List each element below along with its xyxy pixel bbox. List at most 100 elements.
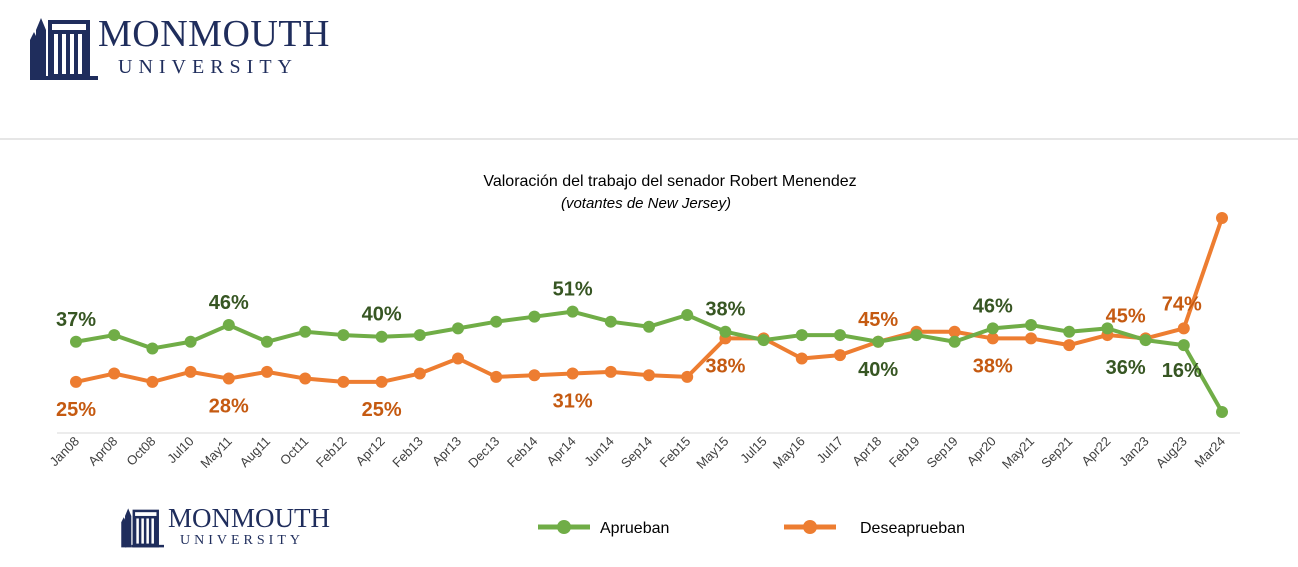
x-tick-label: Jun14 — [581, 434, 617, 470]
data-point-aprueban — [146, 342, 159, 355]
university-building-icon — [28, 10, 98, 82]
data-point-deseaprueban — [452, 352, 464, 365]
data-point-deseaprueban — [948, 325, 961, 338]
data-point-deseaprueban — [146, 375, 159, 388]
x-tick-label: May15 — [693, 434, 731, 472]
legend: Aprueban Deseaprueban — [538, 520, 965, 537]
x-tick-label: Feb15 — [657, 434, 694, 471]
data-point-deseaprueban — [299, 372, 312, 385]
data-point-aprueban — [604, 315, 617, 328]
x-tick-label: Aug23 — [1153, 434, 1190, 471]
legend-item-deseaprueban: Deseaprueban — [784, 520, 965, 537]
data-point-deseaprueban — [681, 370, 694, 383]
data-point-deseaprueban — [834, 349, 846, 362]
data-label-deseaprueban: 25% — [56, 399, 96, 421]
data-point-aprueban — [986, 322, 999, 335]
data-label-deseaprueban: 45% — [1106, 305, 1146, 327]
data-label-deseaprueban: 38% — [705, 355, 745, 377]
x-tick-label: Apr22 — [1078, 434, 1113, 469]
x-tick-label: Feb13 — [389, 434, 426, 471]
x-tick-label: Jan23 — [1116, 434, 1152, 470]
data-point-deseaprueban — [413, 367, 426, 380]
monmouth-logo-top: MONMOUTH UNIVERSITY — [28, 10, 330, 82]
x-tick-label: Oct08 — [123, 434, 158, 469]
data-point-deseaprueban — [528, 369, 541, 382]
legend-item-aprueban: Aprueban — [538, 520, 669, 537]
logo-name: MONMOUTH — [98, 12, 330, 55]
data-label-aprueban: 46% — [973, 295, 1013, 317]
data-point-aprueban — [643, 320, 655, 333]
university-building-icon — [121, 508, 164, 548]
data-label-aprueban: 51% — [553, 279, 593, 301]
x-tick-label: Apr12 — [353, 434, 388, 469]
x-tick-label: Dec13 — [465, 434, 502, 471]
x-tick-label: Jul15 — [737, 434, 770, 467]
data-point-deseaprueban — [604, 365, 617, 378]
data-point-deseaprueban — [184, 365, 197, 378]
data-point-aprueban — [681, 309, 694, 321]
chart-subtitle: (votantes de New Jersey) — [561, 195, 731, 212]
x-tick-label: Apr13 — [429, 434, 464, 469]
legend-aprueban-label: Aprueban — [600, 520, 669, 537]
data-point-aprueban — [1177, 339, 1190, 352]
data-label-aprueban: 36% — [1106, 357, 1146, 379]
legend-aprueban-marker — [557, 520, 571, 534]
legend-deseaprueban-label: Deseaprueban — [860, 520, 965, 537]
x-tick-label: Sep14 — [618, 434, 655, 471]
data-point-deseaprueban — [1063, 339, 1076, 352]
data-point-deseaprueban — [70, 375, 82, 388]
monmouth-logo-bottom: MONMOUTH UNIVERSITY — [120, 502, 330, 550]
data-point-aprueban — [1063, 325, 1076, 338]
data-point-aprueban — [795, 329, 808, 342]
x-tick-label: Feb19 — [886, 434, 923, 471]
data-label-deseaprueban: 25% — [362, 399, 402, 421]
x-tick-label: Jul17 — [814, 434, 847, 467]
x-tick-label: May16 — [770, 434, 808, 472]
data-labels: 37% 46% 40% 51% 38% 40% 46% 36% 16% 25% 28% 25% 31% 3… — [56, 279, 1202, 421]
data-point-deseaprueban — [1025, 332, 1037, 345]
x-tick-label: Feb14 — [504, 434, 541, 471]
x-tick-label: Apr08 — [85, 434, 120, 469]
series-lines — [70, 212, 1228, 418]
data-point-aprueban — [1139, 334, 1152, 347]
data-point-aprueban — [910, 329, 923, 342]
x-tick-label: Apr20 — [964, 434, 999, 469]
data-point-deseaprueban — [108, 367, 121, 380]
data-point-aprueban — [834, 329, 846, 342]
x-tick-label: Apr18 — [849, 434, 884, 469]
data-point-deseaprueban — [795, 352, 808, 365]
x-tick-label: May11 — [197, 434, 235, 472]
data-point-aprueban — [299, 325, 312, 338]
data-point-aprueban — [566, 305, 579, 318]
x-axis-tick-labels: Jan08 Apr08 Oct08 Jul10 May11 Aug11 Oct11 Feb12… — [46, 434, 1228, 472]
data-point-aprueban — [1025, 319, 1037, 332]
x-tick-label: Apr14 — [544, 434, 579, 469]
logo-name: MONMOUTH — [168, 502, 330, 533]
data-label-aprueban: 37% — [56, 309, 96, 331]
data-point-deseaprueban — [375, 375, 388, 388]
data-point-aprueban — [872, 335, 885, 348]
logo-subtitle: UNIVERSITY — [180, 532, 304, 548]
data-label-deseaprueban: 74% — [1162, 293, 1202, 315]
x-tick-label: Oct11 — [277, 434, 311, 468]
logo-subtitle: UNIVERSITY — [118, 55, 298, 78]
data-point-aprueban — [184, 335, 197, 348]
data-point-deseaprueban — [222, 372, 235, 385]
data-point-aprueban — [528, 310, 541, 323]
data-point-aprueban — [1101, 322, 1114, 335]
x-tick-label: Sep21 — [1038, 434, 1075, 471]
data-point-deseaprueban — [490, 370, 503, 383]
data-label-aprueban: 16% — [1162, 360, 1202, 382]
data-point-deseaprueban — [986, 332, 999, 345]
data-point-aprueban — [490, 315, 503, 328]
x-tick-label: Mar24 — [1191, 434, 1228, 471]
data-point-deseaprueban — [337, 375, 350, 388]
data-label-aprueban: 38% — [705, 299, 745, 321]
data-point-aprueban — [1216, 406, 1228, 418]
x-tick-label: May21 — [999, 434, 1037, 472]
data-point-deseaprueban — [1177, 322, 1190, 335]
data-point-aprueban — [337, 329, 350, 342]
data-point-aprueban — [757, 334, 770, 347]
data-label-deseaprueban: 38% — [973, 355, 1013, 377]
